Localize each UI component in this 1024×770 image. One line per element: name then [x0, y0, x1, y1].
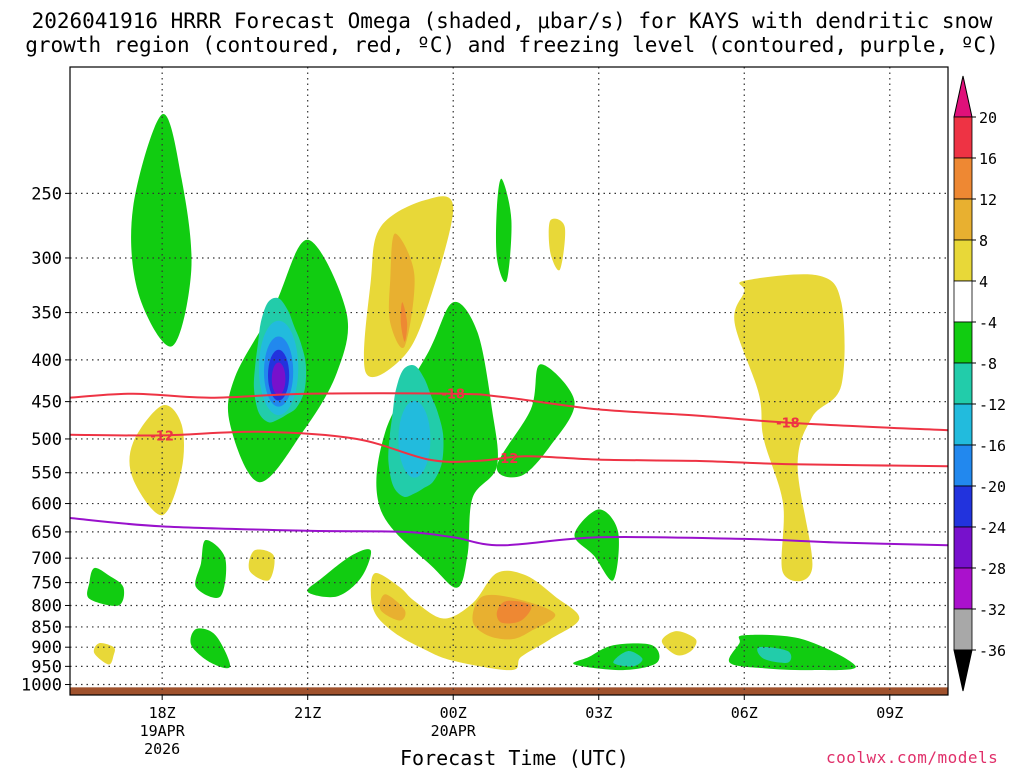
omega-region-green-1830z-low	[190, 628, 231, 669]
colorbar-label: -20	[979, 478, 1006, 496]
omega-region-yellow-1745z-low	[93, 643, 115, 665]
y-tick-label: 750	[31, 574, 62, 594]
colorbar-band	[953, 403, 973, 446]
colorbar-label: 4	[979, 273, 988, 291]
plot-frame	[69, 66, 949, 696]
colorbar-over-arrow	[953, 75, 973, 118]
colorbar-band	[953, 567, 973, 610]
colorbar-label: -16	[979, 437, 1006, 455]
omega-core-00z-core--14	[398, 400, 431, 478]
colorbar-label: 16	[979, 150, 997, 168]
omega-region-green-1745z-low	[87, 567, 125, 606]
y-tick-label: 550	[31, 464, 62, 484]
colorbar-band	[953, 198, 973, 241]
x-tick-label: 21Z	[294, 704, 321, 722]
colorbar-label: -4	[979, 314, 997, 332]
colorbar-band	[953, 444, 973, 487]
x-tick-label: 20APR	[431, 722, 477, 740]
colorbar-band	[953, 280, 973, 323]
colorbar-label: 20	[979, 109, 997, 127]
dgz-contour-label: -18	[776, 417, 800, 432]
y-tick-label: 950	[31, 657, 62, 677]
x-tick-label: 00Z	[440, 704, 467, 722]
colorbar-label: -36	[979, 642, 1006, 660]
terrain-bar	[70, 687, 948, 695]
colorbar-label: 12	[979, 191, 997, 209]
x-axis-label: Forecast Time (UTC)	[400, 746, 629, 770]
colorbar-band	[953, 116, 973, 159]
colorbar-under-arrow	[953, 649, 973, 692]
axes: 2503003504004505005506006507007508008509…	[21, 184, 903, 758]
dgz-contour-label: -12	[495, 452, 519, 467]
colorbar-label: -32	[979, 601, 1006, 619]
freezing-level-contour	[70, 517, 948, 547]
colorbar-band	[953, 362, 973, 405]
y-tick-label: 300	[31, 249, 62, 269]
omega-region-upper-green-18z	[131, 113, 192, 347]
x-tick-label: 19APR	[140, 722, 186, 740]
colorbar: 20 16 12 8 4 -4 -8 -12 -16 -20 -24 -28 -32 -36	[953, 75, 1006, 692]
omega-region-teal-0330z-low	[613, 651, 643, 667]
colorbar-band	[953, 321, 973, 364]
omega-region-green-03z	[574, 509, 619, 581]
omega-region-teal-07z-low	[757, 646, 792, 663]
y-tick-label: 700	[31, 549, 62, 569]
omega-region-upper-orange-23z	[388, 233, 415, 349]
y-tick-label: 650	[31, 523, 62, 543]
colorbar-band	[953, 526, 973, 569]
x-tick-label: 2026	[144, 740, 180, 758]
y-tick-label: 850	[31, 618, 62, 638]
chart-title-line-1: 2026041916 HRRR Forecast Omega (shaded, …	[31, 9, 993, 33]
y-tick-label: 250	[31, 184, 62, 204]
y-tick-label: 400	[31, 351, 62, 371]
dgz-contour-18	[70, 392, 948, 432]
chart-title-line-2: growth region (contoured, red, ºC) and f…	[25, 33, 999, 57]
colorbar-band	[953, 239, 973, 282]
omega-region-green-2215z-low	[307, 549, 372, 598]
omega-region-upper-orange-core	[400, 302, 408, 342]
omega-core-21z-core--26	[271, 362, 286, 396]
colorbar-band	[953, 608, 973, 651]
omega-region-yellow-07z-tower	[734, 274, 845, 582]
colorbar-label: -28	[979, 560, 1006, 578]
colorbar-label: 8	[979, 232, 988, 250]
omega-region-orange-low-core	[496, 600, 532, 624]
x-tick-label: 06Z	[731, 704, 758, 722]
x-tick-label: 18Z	[149, 704, 176, 722]
y-tick-label: 450	[31, 393, 62, 413]
dgz-contour-label: -12	[150, 429, 174, 444]
gridlines	[70, 67, 948, 695]
contour-lines: -18 -18 -12 -12	[70, 388, 948, 547]
omega-region-green-1915z	[195, 539, 227, 598]
colorbar-band	[953, 157, 973, 200]
omega-region-green-0330z-low	[573, 643, 660, 671]
omega-region-green-0130z-mid	[496, 364, 575, 478]
credit-link[interactable]: coolwx.com/models	[826, 748, 999, 767]
omega-region-green-07z-low	[728, 634, 856, 671]
omega-region-mid-yellow-18z	[129, 405, 184, 516]
dgz-contour-label: -18	[441, 388, 465, 403]
y-tick-label: 350	[31, 304, 62, 324]
y-tick-label: 500	[31, 430, 62, 450]
omega-region-yellow-1930z-small	[248, 549, 275, 581]
omega-region-small-yellow-0130z	[548, 218, 566, 271]
colorbar-label: -8	[979, 355, 997, 373]
omega-region-orange-low-2330z	[379, 594, 406, 621]
omega-region-thin-green-01z	[495, 178, 512, 283]
colorbar-label: -12	[979, 396, 1006, 414]
colorbar-band	[953, 485, 973, 528]
dgz-contour-12	[70, 430, 948, 468]
omega-region-yellow-05z-low	[661, 631, 697, 656]
x-tick-label: 03Z	[585, 704, 612, 722]
y-tick-label: 1000	[21, 676, 62, 696]
x-tick-label: 09Z	[876, 704, 903, 722]
y-tick-label: 900	[31, 638, 62, 658]
y-tick-label: 600	[31, 495, 62, 515]
colorbar-label: -24	[979, 519, 1006, 537]
y-tick-label: 800	[31, 596, 62, 616]
omega-shading	[70, 113, 948, 695]
